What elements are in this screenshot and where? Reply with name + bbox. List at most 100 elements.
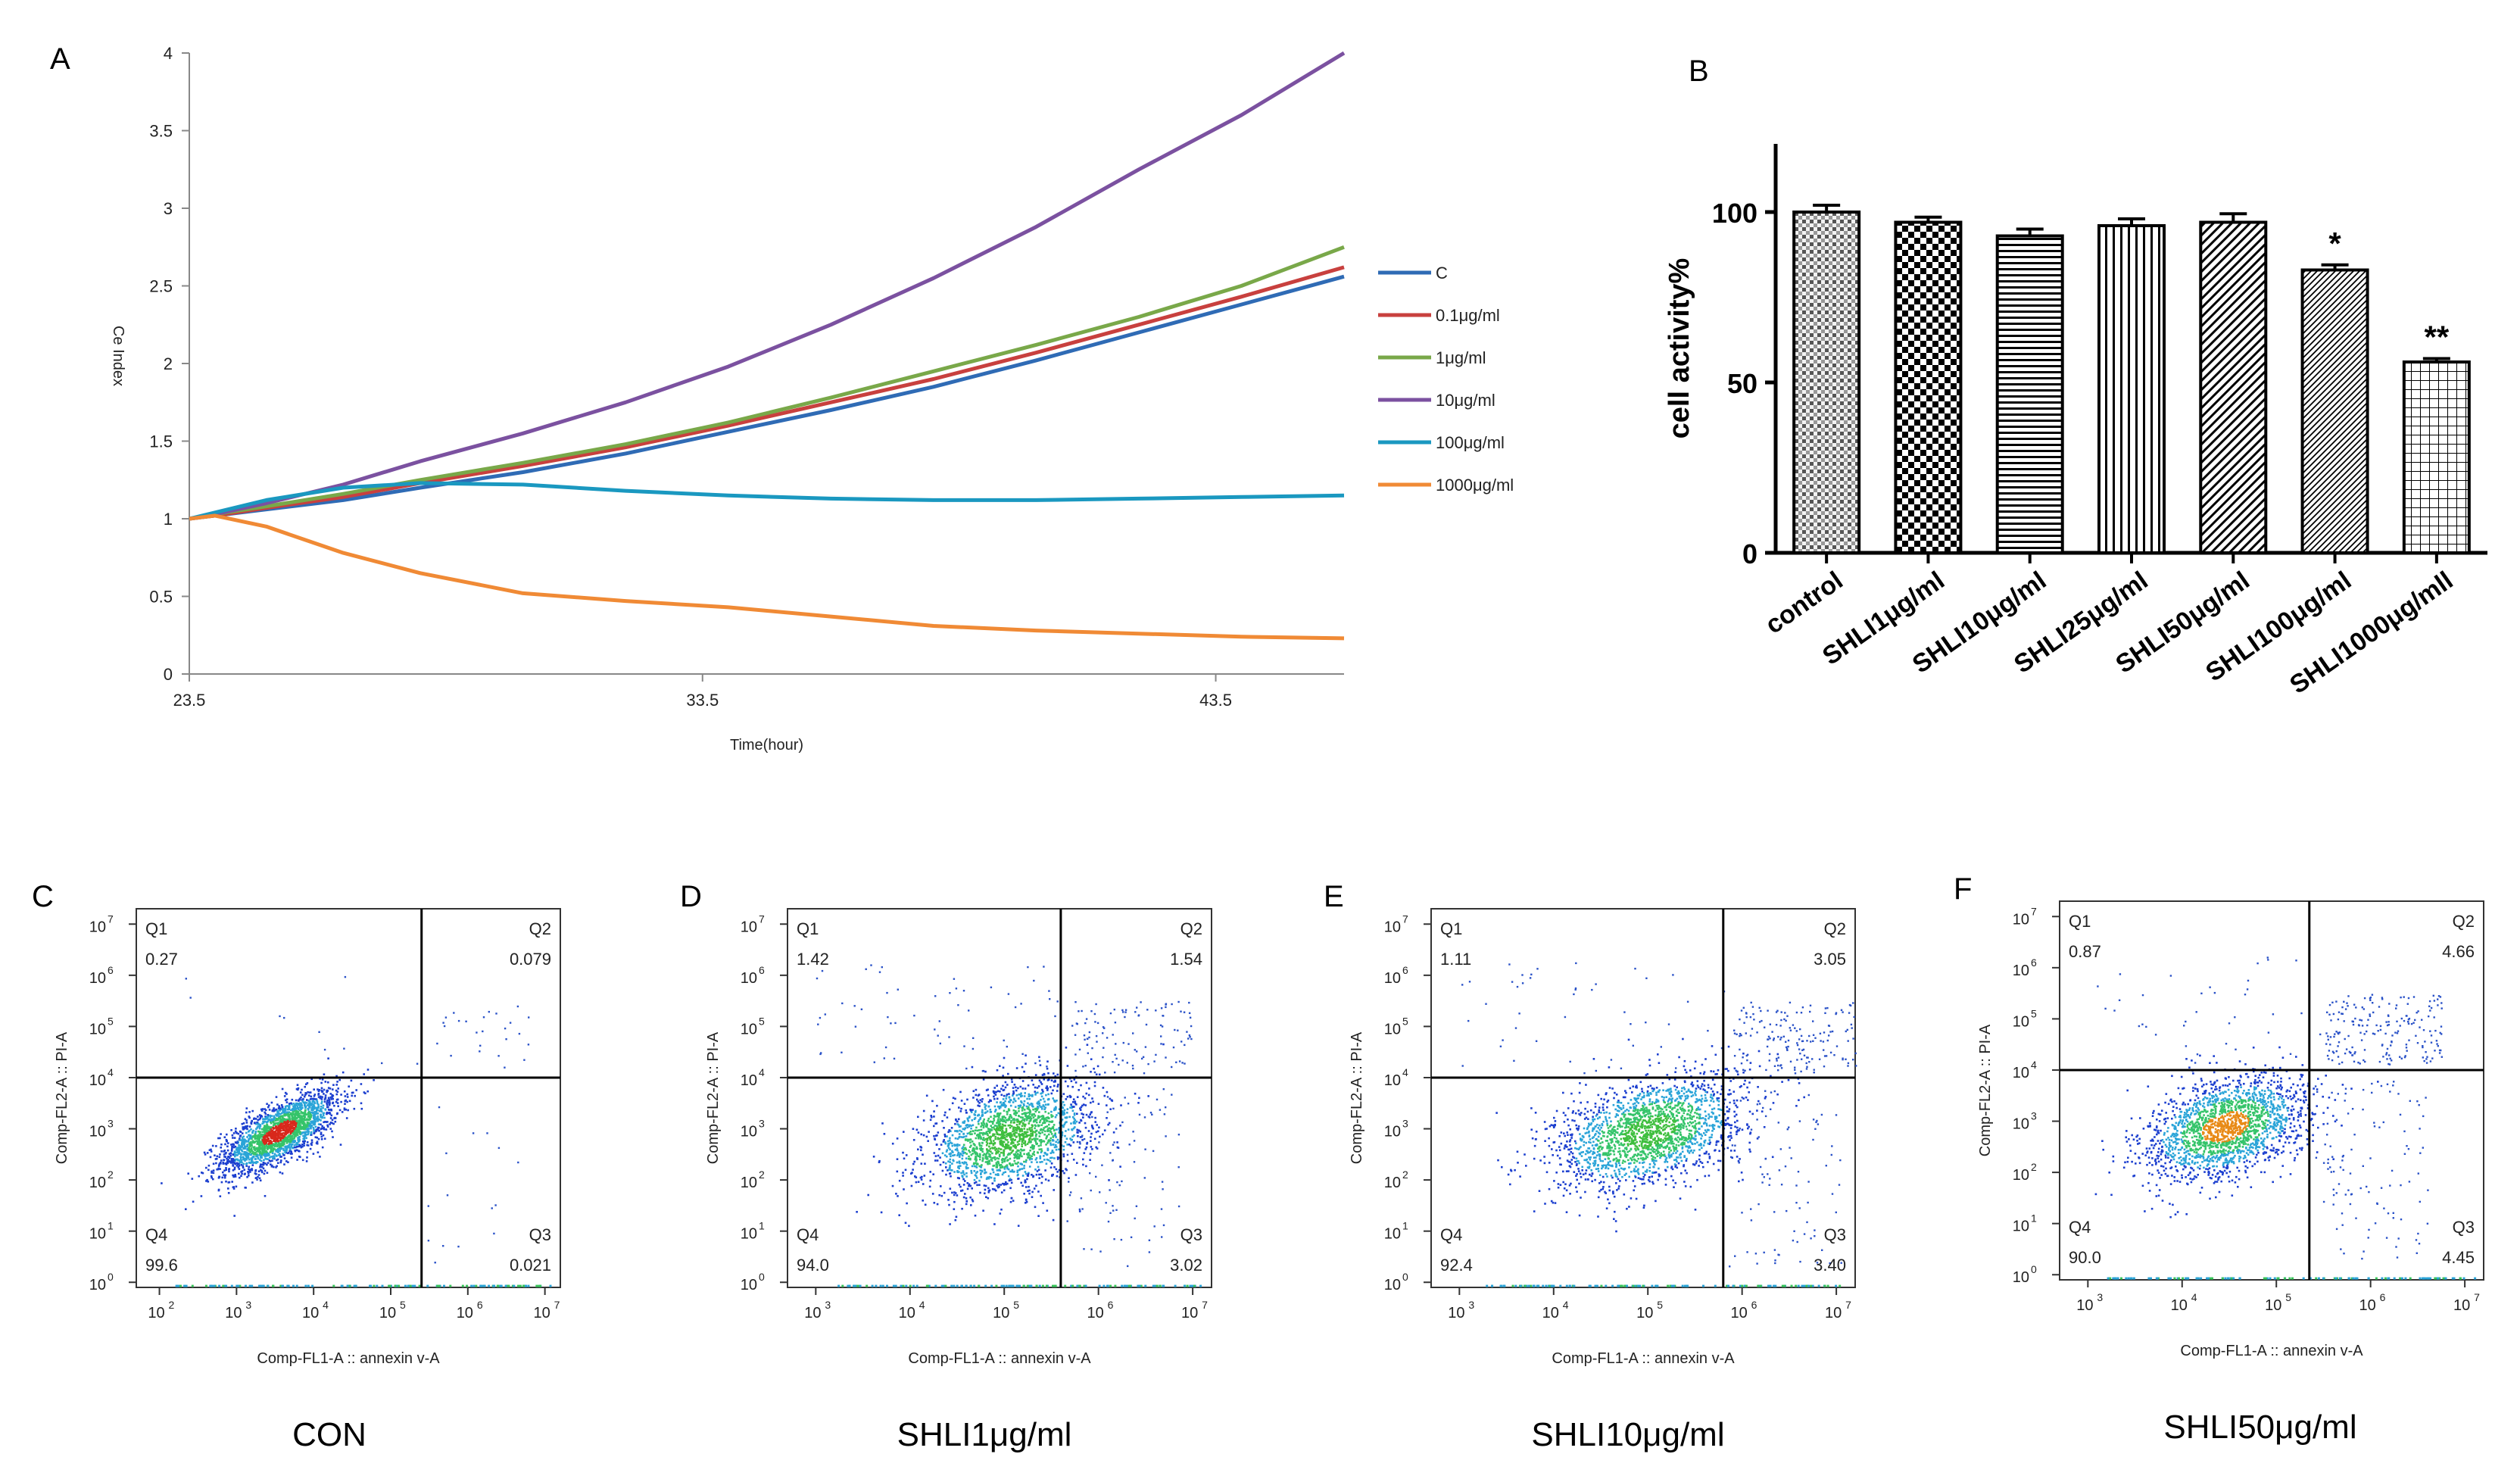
quadrant-name: Q2 xyxy=(1180,919,1202,938)
y-tick-exponent: 7 xyxy=(2031,905,2037,917)
x-tick-base: 10 xyxy=(302,1305,319,1321)
quadrant-value: 4.45 xyxy=(2442,1248,2475,1267)
x-tick-exponent: 6 xyxy=(477,1299,483,1311)
plot-frame xyxy=(136,908,561,1288)
y-tick-base: 10 xyxy=(741,970,757,987)
quadrant-name: Q4 xyxy=(145,1225,167,1244)
y-tick-base: 10 xyxy=(89,1175,106,1191)
y-tick-exponent: 2 xyxy=(108,1169,114,1181)
y-tick-base: 10 xyxy=(89,1072,106,1089)
legend-label: 1000μg/ml xyxy=(1436,476,1514,495)
panel-label-f: F xyxy=(1954,872,1973,906)
quadrant-value: 1.11 xyxy=(1440,950,1471,969)
y-tick-label: 0.5 xyxy=(149,588,173,607)
panel-label-a: A xyxy=(50,42,70,76)
quadrant-name: Q2 xyxy=(2453,912,2475,931)
y-tick-base: 10 xyxy=(1384,1124,1401,1140)
event-dots xyxy=(816,964,1202,1287)
bar xyxy=(1894,220,1963,554)
x-tick-exponent: 4 xyxy=(919,1299,925,1311)
legend-label: 0.1μg/ml xyxy=(1436,306,1500,325)
quadrant-name: Q3 xyxy=(2453,1218,2475,1237)
x-axis-title: Comp-FL1-A :: annexin v-A xyxy=(2180,1343,2363,1359)
panel-label-c: C xyxy=(32,880,54,913)
quadrant-value: 0.021 xyxy=(510,1256,551,1275)
series-line xyxy=(189,513,1345,641)
y-tick-exponent: 0 xyxy=(108,1271,114,1283)
legend-label: 100μg/ml xyxy=(1436,433,1505,452)
flow-title-d: SHLI1μg/ml xyxy=(897,1416,1072,1453)
y-tick-base: 10 xyxy=(1384,1021,1401,1037)
y-tick-exponent: 7 xyxy=(108,913,114,925)
x-tick-exponent: 5 xyxy=(1013,1299,1019,1311)
x-tick-base: 10 xyxy=(2359,1297,2376,1314)
quadrant-name: Q4 xyxy=(1440,1225,1462,1244)
series-line xyxy=(189,245,1345,521)
y-tick-base: 10 xyxy=(1384,970,1401,987)
flow-title-c: CON xyxy=(292,1416,366,1453)
y-tick-exponent: 0 xyxy=(1402,1271,1408,1283)
x-tick-label: 23.5 xyxy=(173,691,206,710)
significance-label: * xyxy=(2328,226,2341,261)
y-tick-base: 10 xyxy=(2013,963,2029,979)
x-tick-exponent: 5 xyxy=(1657,1299,1663,1311)
y-tick-label: 50 xyxy=(1727,368,1757,399)
quadrant-name: Q3 xyxy=(1180,1225,1202,1244)
x-tick-base: 10 xyxy=(1181,1305,1198,1321)
x-tick-base: 10 xyxy=(1448,1305,1464,1321)
y-tick-base: 10 xyxy=(741,1175,757,1191)
x-tick-base: 10 xyxy=(1825,1305,1842,1321)
y-axis-title: Comp-FL2-A :: PI-A xyxy=(705,1031,722,1164)
y-tick-base: 10 xyxy=(2013,1013,2029,1030)
y-tick-exponent: 4 xyxy=(1402,1066,1408,1078)
y-tick-exponent: 7 xyxy=(759,913,765,925)
quadrant-value: 1.42 xyxy=(797,950,829,969)
x-tick-exponent: 2 xyxy=(169,1299,175,1311)
x-tick-base: 10 xyxy=(899,1305,915,1321)
y-tick-base: 10 xyxy=(2013,911,2029,928)
y-tick-exponent: 5 xyxy=(2031,1007,2037,1019)
quadrant-name: Q3 xyxy=(529,1225,551,1244)
x-tick-exponent: 3 xyxy=(245,1299,251,1311)
y-tick-base: 10 xyxy=(89,1021,106,1037)
y-tick-base: 10 xyxy=(89,1277,106,1293)
x-tick-base: 10 xyxy=(2265,1297,2281,1314)
y-tick-label: 0 xyxy=(164,665,173,684)
y-tick-exponent: 6 xyxy=(1402,964,1408,976)
y-tick-exponent: 4 xyxy=(108,1066,114,1078)
bar xyxy=(2097,224,2166,554)
event-dots xyxy=(161,975,552,1287)
y-tick-exponent: 6 xyxy=(2031,956,2037,969)
quadrant-value: 4.66 xyxy=(2442,942,2475,961)
quadrant-name: Q1 xyxy=(797,919,819,938)
y-tick-exponent: 0 xyxy=(759,1271,765,1283)
y-axis-title: Ce Index xyxy=(110,326,126,386)
y-tick-exponent: 2 xyxy=(2031,1161,2037,1173)
bar xyxy=(2300,268,2369,554)
x-axis-title: Comp-FL1-A :: annexin v-A xyxy=(257,1350,440,1367)
series-line xyxy=(189,274,1345,521)
panel-label-b: B xyxy=(1689,55,1709,88)
quadrant-name: Q2 xyxy=(529,919,551,938)
quadrant-name: Q4 xyxy=(2069,1218,2091,1237)
series-line xyxy=(189,51,1346,521)
flow-title-f: SHLI50μg/ml xyxy=(2163,1409,2357,1446)
quadrant-value: 90.0 xyxy=(2069,1248,2101,1267)
y-axis-title: Comp-FL2-A :: PI-A xyxy=(54,1031,70,1164)
y-axis-title: Comp-FL2-A :: PI-A xyxy=(1977,1024,1994,1156)
quadrant-value: 0.27 xyxy=(145,950,178,969)
y-tick-exponent: 2 xyxy=(1402,1169,1408,1181)
y-tick-label: 0 xyxy=(1742,538,1757,569)
x-tick-base: 10 xyxy=(2171,1297,2188,1314)
y-tick-base: 10 xyxy=(741,1021,757,1037)
y-tick-base: 10 xyxy=(741,1277,757,1293)
x-tick-base: 10 xyxy=(148,1305,164,1321)
y-tick-exponent: 2 xyxy=(759,1169,765,1181)
y-axis-title: Comp-FL2-A :: PI-A xyxy=(1349,1031,1365,1164)
series-line xyxy=(189,481,1345,521)
y-tick-exponent: 3 xyxy=(1402,1118,1408,1130)
y-tick-base: 10 xyxy=(741,1226,757,1243)
y-tick-exponent: 3 xyxy=(2031,1110,2037,1122)
